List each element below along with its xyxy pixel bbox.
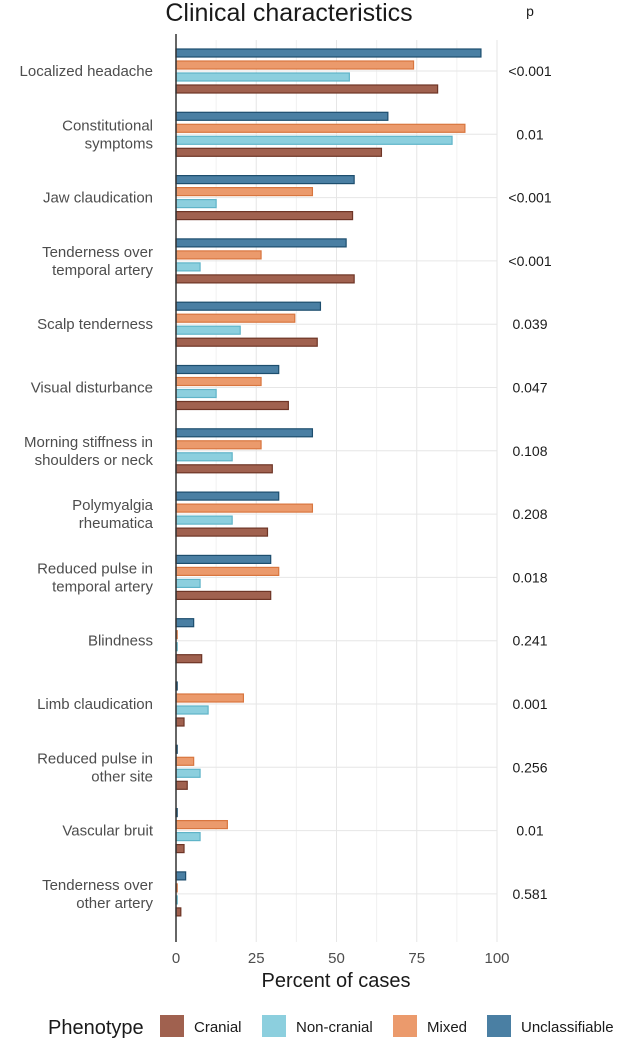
p-value: 0.108: [512, 443, 547, 459]
p-value: 0.018: [512, 569, 547, 585]
p-value: 0.001: [512, 696, 547, 712]
p-value: <0.001: [508, 190, 551, 206]
x-tick-label: 50: [328, 950, 345, 967]
bar-cranial: [175, 211, 354, 221]
bar-non-cranial: [175, 72, 350, 82]
bar-unclassifiable: [175, 238, 347, 248]
bar-cranial: [175, 590, 272, 601]
category-label: Limb claudication: [37, 696, 153, 713]
bar-non-cranial: [175, 515, 233, 525]
bar-mixed: [175, 123, 466, 133]
label-layer: 0 25 50 75 100 Localized headache <0.001 Consti…: [20, 63, 552, 967]
bar-cranial: [175, 527, 269, 537]
grid-layer: [176, 40, 498, 942]
bar-unclassifiable: [175, 871, 187, 881]
legend-swatch: [262, 1015, 286, 1037]
bar-non-cranial: [175, 578, 201, 589]
category-label: Localized headache: [20, 63, 153, 80]
bar-mixed: [175, 566, 280, 577]
bar-unclassifiable: [175, 301, 322, 311]
bar-mixed: [175, 440, 262, 450]
bar-cranial: [175, 337, 318, 347]
bar-mixed: [175, 60, 415, 70]
bar-cranial: [175, 717, 185, 727]
bar-non-cranial: [175, 768, 201, 778]
bar-non-cranial: [175, 452, 233, 462]
p-value: 0.581: [512, 886, 547, 902]
category-label: Scalp tenderness: [37, 316, 153, 333]
bar-cranial: [175, 464, 273, 474]
bar-cranial: [175, 400, 289, 411]
bar-unclassifiable: [175, 111, 389, 121]
legend: Phenotype Cranial Non-cranial Mixed Unclass…: [48, 1015, 614, 1039]
category-label: Polymyalgia rheumatica: [72, 497, 154, 532]
chart-title: Clinical characteristics: [165, 0, 412, 27]
p-value: 0.039: [512, 316, 547, 332]
bar-layer: [175, 48, 482, 917]
p-value: 0.241: [512, 633, 547, 649]
x-tick-label: 100: [484, 950, 509, 967]
bar-cranial: [175, 84, 439, 94]
bar-non-cranial: [175, 199, 217, 209]
bar-unclassifiable: [175, 554, 272, 565]
bar-cranial: [175, 654, 203, 664]
category-label: Reduced pulse in other site: [37, 750, 153, 785]
x-tick-label: 0: [172, 950, 180, 967]
bar-unclassifiable: [175, 48, 482, 58]
bar-cranial: [175, 147, 383, 157]
bar-non-cranial: [175, 135, 453, 145]
bar-cranial: [175, 843, 185, 854]
bar-mixed: [175, 250, 262, 260]
legend-swatch: [160, 1015, 184, 1037]
category-label: Vascular bruit: [62, 823, 153, 840]
bar-mixed: [175, 819, 228, 830]
bar-unclassifiable: [175, 618, 195, 628]
legend-swatch: [487, 1015, 511, 1037]
bar-cranial: [175, 780, 188, 790]
x-tick-label: 25: [248, 950, 265, 967]
bar-mixed: [175, 756, 195, 766]
bar-mixed: [175, 376, 262, 387]
bar-mixed: [175, 187, 314, 197]
bar-unclassifiable: [175, 491, 280, 501]
legend-label: Mixed: [427, 1019, 467, 1036]
legend-label: Non-cranial: [296, 1019, 373, 1036]
legend-swatch: [393, 1015, 417, 1037]
category-label: Blindness: [88, 633, 153, 650]
p-value-header: p: [526, 3, 534, 19]
bar-non-cranial: [175, 262, 201, 272]
bar-mixed: [175, 693, 245, 703]
category-label: Constitutional symptoms: [62, 117, 153, 152]
p-value: 0.01: [516, 823, 543, 839]
bar-unclassifiable: [175, 175, 355, 185]
bar-unclassifiable: [175, 364, 280, 375]
category-label: Morning stiffness in shoulders or neck: [24, 434, 153, 469]
bar-unclassifiable: [175, 428, 314, 438]
p-value: <0.001: [508, 63, 551, 79]
bar-cranial: [175, 274, 355, 284]
bar-mixed: [175, 503, 314, 513]
legend-label: Unclassifiable: [521, 1019, 614, 1036]
p-value: 0.256: [512, 759, 547, 775]
bar-non-cranial: [175, 325, 241, 335]
bar-non-cranial: [175, 388, 217, 399]
category-label: Tenderness over other artery: [42, 877, 153, 912]
category-label: Jaw claudication: [43, 190, 153, 207]
bar-non-cranial: [175, 705, 209, 715]
p-value: <0.001: [508, 253, 551, 269]
category-label: Tenderness over temporal artery: [42, 244, 153, 279]
p-value: 0.047: [512, 380, 547, 396]
bar-mixed: [175, 313, 296, 323]
x-axis-title: Percent of cases: [262, 970, 411, 992]
bar-non-cranial: [175, 831, 201, 842]
category-label: Reduced pulse in temporal artery: [37, 560, 153, 595]
p-value: 0.208: [512, 506, 547, 522]
x-tick-label: 75: [408, 950, 425, 967]
p-value: 0.01: [516, 126, 543, 142]
legend-label: Cranial: [194, 1019, 242, 1036]
category-label: Visual disturbance: [31, 380, 153, 397]
legend-title: Phenotype: [48, 1017, 144, 1039]
